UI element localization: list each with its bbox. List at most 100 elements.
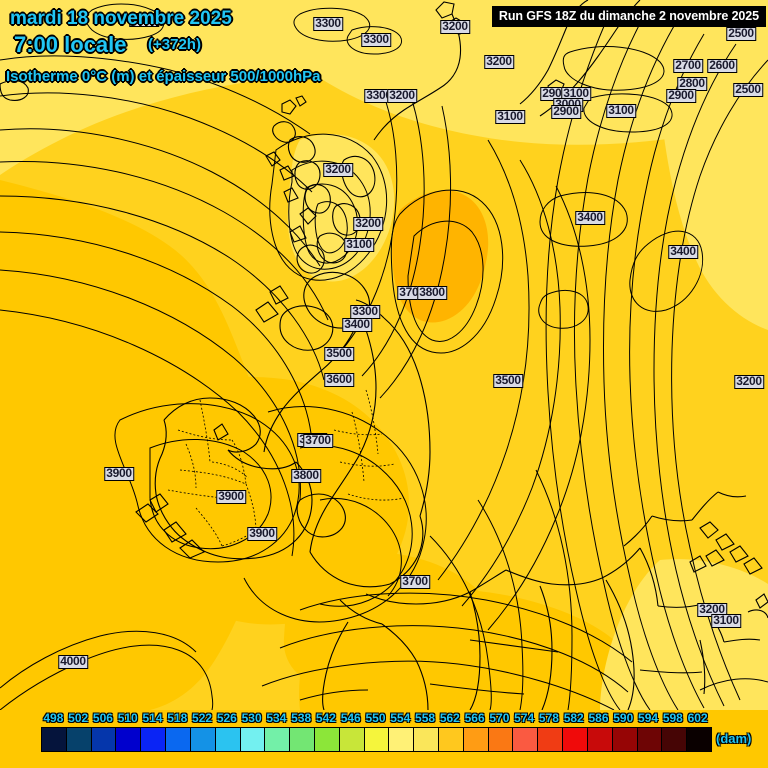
legend-swatch xyxy=(314,728,340,751)
legend-tick: 502 xyxy=(68,711,89,725)
legend-tick: 510 xyxy=(117,711,138,725)
legend-swatch xyxy=(563,728,588,751)
contour-label: 3200 xyxy=(484,54,514,69)
legend-tick: 566 xyxy=(464,711,485,725)
legend-swatch xyxy=(488,728,514,751)
legend-tick: 598 xyxy=(662,711,683,725)
contour-label: 2800 xyxy=(677,76,707,91)
contour-label: 3600 xyxy=(324,372,354,387)
legend-swatch xyxy=(662,728,688,751)
contour-label: 3400 xyxy=(575,210,605,225)
legend-swatch xyxy=(463,728,489,751)
contour-label: 3200 xyxy=(353,216,383,231)
legend-tick: 582 xyxy=(563,711,584,725)
legend-tick: 538 xyxy=(291,711,312,725)
legend-swatch xyxy=(116,728,142,751)
contour-label: 3200 xyxy=(323,162,353,177)
contour-label: 3100 xyxy=(495,109,525,124)
contour-label: 2500 xyxy=(733,82,763,97)
contour-label: 3400 xyxy=(668,244,698,259)
legend-tick: 550 xyxy=(365,711,386,725)
legend-tick: 574 xyxy=(514,711,535,725)
contour-label: 3000 xyxy=(129,12,159,27)
parameter-label: Isotherme 0°C (m) et épaisseur 500/1000h… xyxy=(6,68,321,85)
legend-swatch xyxy=(66,728,92,751)
legend-swatch xyxy=(91,728,117,751)
legend-unit-label: (dam) xyxy=(716,731,752,746)
contour-label: 2900 xyxy=(551,104,581,119)
contour-label: 3200 xyxy=(440,19,470,34)
legend-tick: 594 xyxy=(638,711,659,725)
legend-tick: 570 xyxy=(489,711,510,725)
contour-label: 3800 xyxy=(291,468,321,483)
forecast-offset-label: (+372h) xyxy=(148,36,201,53)
legend-color-bar xyxy=(41,727,712,752)
contour-label: 3300 xyxy=(361,32,391,47)
legend-tick: 546 xyxy=(340,711,361,725)
legend-swatch xyxy=(612,728,638,751)
legend-swatch xyxy=(389,728,415,751)
legend-tick: 554 xyxy=(390,711,411,725)
contour-label: 3200 xyxy=(697,602,727,617)
contour-label: 3900 xyxy=(104,466,134,481)
contour-label: 3500 xyxy=(324,346,354,361)
contour-label: 2500 xyxy=(726,26,756,41)
legend-tick: 590 xyxy=(613,711,634,725)
contour-label: 3700 xyxy=(303,433,333,448)
contour-label: 3300 xyxy=(364,88,394,103)
contour-label: 3300 xyxy=(313,16,343,31)
contour-label: 3200 xyxy=(387,88,417,103)
contour-label: 3500 xyxy=(493,373,523,388)
legend-tick: 562 xyxy=(439,711,460,725)
legend-tick: 506 xyxy=(92,711,113,725)
contour-label: 3700 xyxy=(400,574,430,589)
legend-tick: 514 xyxy=(142,711,163,725)
legend-swatch xyxy=(42,728,67,751)
legend-tick: 518 xyxy=(167,711,188,725)
legend-tick: 602 xyxy=(687,711,708,725)
legend-swatch xyxy=(538,728,564,751)
thickness-shading xyxy=(0,0,768,710)
contour-label: 3900 xyxy=(247,526,277,541)
contour-label: 4000 xyxy=(58,654,88,669)
contour-label: 2700 xyxy=(673,58,703,73)
legend-swatch xyxy=(439,728,464,751)
contour-label: 3800 xyxy=(417,285,447,300)
legend-tick: 526 xyxy=(216,711,237,725)
legend-tick: 542 xyxy=(315,711,336,725)
legend-swatch xyxy=(637,728,663,751)
legend-swatch xyxy=(190,728,216,751)
contour-label: 3100 xyxy=(606,103,636,118)
legend-swatch xyxy=(290,728,315,751)
contour-label: 3100 xyxy=(711,613,741,628)
contour-label: 3400 xyxy=(342,317,372,332)
contour-label: 2900 xyxy=(666,88,696,103)
legend-swatch xyxy=(587,728,613,751)
contour-label: 3200 xyxy=(734,374,764,389)
legend-tick: 578 xyxy=(538,711,559,725)
legend-swatch xyxy=(339,728,365,751)
legend-swatch xyxy=(364,728,390,751)
model-run-banner: Run GFS 18Z du dimanche 2 novembre 2025 xyxy=(491,6,766,27)
legend-swatch xyxy=(240,728,266,751)
legend-swatch xyxy=(215,728,241,751)
legend-tick: 522 xyxy=(192,711,213,725)
legend-swatch xyxy=(687,728,711,751)
forecast-date-label: mardi 18 novembre 2025 xyxy=(10,8,232,29)
legend-tick: 534 xyxy=(266,711,287,725)
legend-tick: 530 xyxy=(241,711,262,725)
contour-label: 3100 xyxy=(344,237,374,252)
contour-label: 2600 xyxy=(707,58,737,73)
legend-tick: 498 xyxy=(43,711,64,725)
legend-swatch xyxy=(141,728,167,751)
legend-swatch xyxy=(265,728,291,751)
legend-swatch xyxy=(513,728,539,751)
forecast-map[interactable]: 3000 3300 3300 3200 3200 2500 2700 2600 2800 2900… xyxy=(0,0,768,710)
contour-label: 3900 xyxy=(216,489,246,504)
contour-label: 3100 xyxy=(561,86,591,101)
legend-swatch xyxy=(414,728,439,751)
legend-tick-labels: 498 502 506 510 514 518 522 526 530 534 538 542 546 5… xyxy=(0,710,768,726)
forecast-time-label: 7:00 locale xyxy=(14,32,127,57)
legend-tick: 558 xyxy=(415,711,436,725)
